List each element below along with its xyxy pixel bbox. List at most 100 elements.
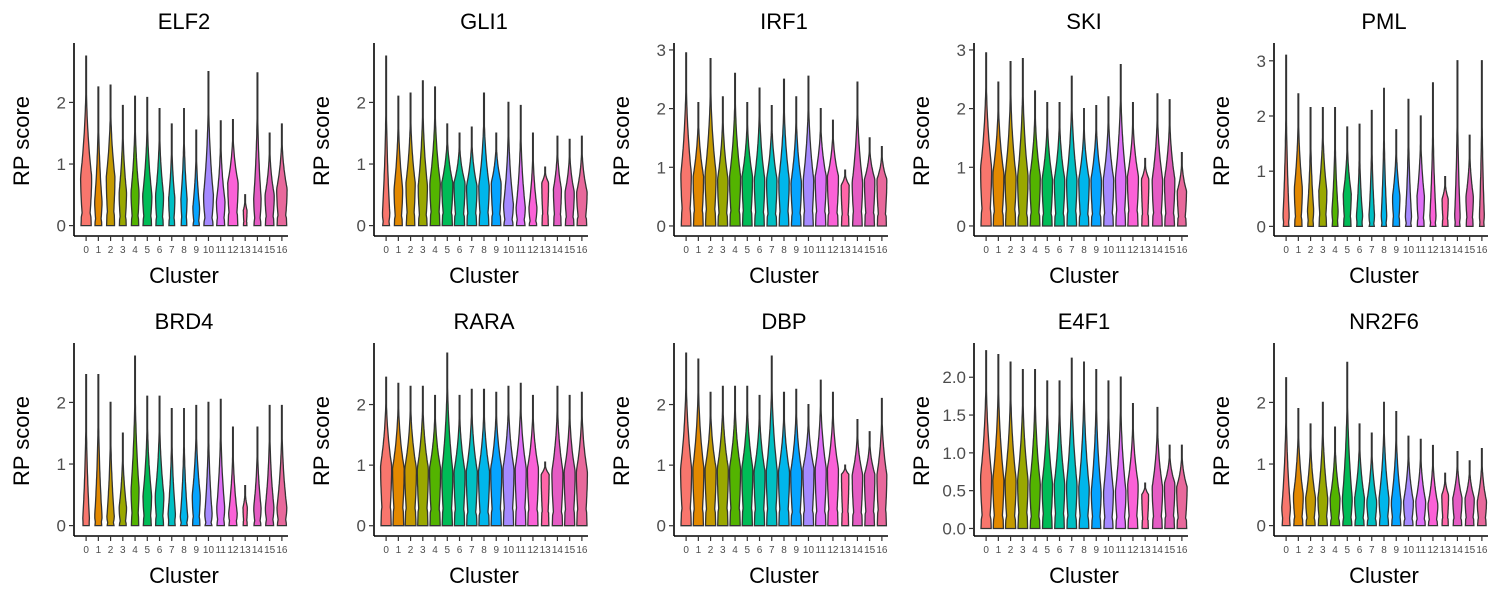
violin-cluster-15 (264, 132, 275, 227)
violin-cluster-9 (192, 129, 201, 227)
x-tick-label: 4 (132, 545, 138, 556)
x-tick-label: 10 (1403, 245, 1415, 256)
y-axis-title: RP score (1209, 396, 1234, 486)
violin-cluster-6 (1053, 380, 1066, 530)
x-tick-label: 4 (432, 545, 438, 556)
violin-cluster-5 (142, 395, 153, 527)
violin-cluster-5 (741, 102, 754, 227)
y-axis-title: RP score (909, 96, 934, 186)
x-tick-label: 7 (469, 545, 475, 556)
x-tick-label: 7 (1369, 545, 1375, 556)
x-tick-label: 13 (1440, 545, 1452, 556)
violin-cluster-11 (1114, 376, 1127, 530)
x-tick-label: 3 (720, 245, 726, 256)
violin-cluster-11 (515, 104, 526, 227)
violin-cluster-4 (728, 385, 742, 527)
x-tick-label: 12 (1127, 245, 1139, 256)
x-tick-label: 13 (540, 545, 552, 556)
x-tick-label: 15 (1464, 245, 1476, 256)
x-axis-title: Cluster (749, 263, 819, 288)
x-tick-label: 5 (145, 245, 151, 256)
x-tick-label: 3 (1020, 545, 1026, 556)
x-tick-label: 3 (420, 545, 426, 556)
y-tick-label: 1 (357, 456, 366, 475)
violin-cluster-3 (118, 104, 128, 227)
violin-cluster-9 (790, 388, 803, 527)
x-tick-label: 14 (852, 545, 864, 556)
violin-cluster-7 (168, 123, 176, 227)
x-tick-label: 14 (252, 245, 264, 256)
violin-cluster-8 (1078, 361, 1090, 530)
violin-cluster-2 (405, 92, 416, 227)
x-tick-label: 16 (276, 545, 288, 556)
x-axis-title: Cluster (449, 563, 519, 588)
x-tick-label: 1 (996, 245, 1002, 256)
violin-cluster-1 (692, 358, 705, 527)
violin-cluster-2 (1004, 361, 1017, 530)
x-tick-label: 4 (432, 245, 438, 256)
x-tick-label: 11 (516, 545, 527, 556)
x-tick-label: 14 (552, 545, 564, 556)
violin-cluster-1 (94, 374, 103, 527)
x-tick-label: 1 (696, 545, 702, 556)
x-tick-label: 15 (264, 245, 276, 256)
x-tick-label: 3 (420, 245, 426, 256)
violin-cluster-9 (1391, 129, 1401, 228)
x-tick-label: 11 (1116, 545, 1127, 556)
x-tick-label: 8 (1081, 245, 1087, 256)
violin-cluster-5 (1041, 380, 1054, 530)
violin-cluster-6 (753, 394, 766, 527)
x-tick-label: 10 (1103, 245, 1115, 256)
violin-cluster-6 (1053, 102, 1066, 227)
violin-cluster-5 (142, 96, 153, 227)
violin-cluster-7 (1366, 432, 1378, 527)
x-tick-label: 7 (169, 245, 175, 256)
x-axis-title: Cluster (149, 563, 219, 588)
x-tick-label: 16 (576, 245, 588, 256)
violin-cluster-7 (1065, 357, 1078, 530)
x-tick-label: 3 (1020, 245, 1026, 256)
x-tick-label: 8 (1381, 545, 1387, 556)
panel-title: GLI1 (460, 9, 508, 34)
x-tick-label: 11 (1416, 245, 1427, 256)
x-tick-label: 3 (1320, 545, 1326, 556)
violin-cluster-3 (1016, 58, 1029, 227)
x-tick-label: 9 (1393, 245, 1399, 256)
violin-cluster-2 (1004, 61, 1017, 227)
x-tick-label: 9 (493, 245, 499, 256)
violin-cluster-0 (379, 376, 393, 527)
violin-cluster-11 (1415, 438, 1427, 527)
x-tick-label: 1 (396, 545, 402, 556)
x-tick-label: 13 (1440, 245, 1452, 256)
x-tick-label: 9 (193, 545, 199, 556)
x-tick-label: 15 (564, 545, 576, 556)
violin-cluster-13 (1441, 472, 1450, 527)
x-tick-label: 4 (732, 545, 738, 556)
x-tick-label: 11 (816, 545, 827, 556)
violin-cluster-14 (1454, 60, 1461, 228)
violin-cluster-1 (992, 81, 1005, 227)
y-tick-label: 2 (1257, 393, 1266, 412)
violin-cluster-0 (381, 55, 391, 227)
violin-cluster-9 (790, 96, 803, 227)
x-tick-label: 13 (240, 545, 252, 556)
x-tick-label: 1 (1296, 545, 1302, 556)
y-tick-label: 0 (657, 517, 666, 536)
x-tick-label: 6 (1357, 545, 1363, 556)
x-tick-label: 0 (383, 245, 389, 256)
violin-cluster-8 (1378, 401, 1390, 527)
violin-cluster-10 (502, 385, 515, 527)
violin-cluster-3 (417, 80, 429, 227)
y-tick-label: 1 (357, 155, 366, 174)
x-tick-label: 11 (1116, 245, 1127, 256)
violin-cluster-7 (1368, 109, 1376, 228)
y-tick-label: 1 (1257, 162, 1266, 181)
x-tick-label: 14 (1452, 245, 1464, 256)
violin-cluster-11 (814, 379, 827, 527)
x-tick-label: 9 (1093, 545, 1099, 556)
x-tick-label: 8 (1381, 245, 1387, 256)
violin-cluster-5 (441, 352, 454, 527)
